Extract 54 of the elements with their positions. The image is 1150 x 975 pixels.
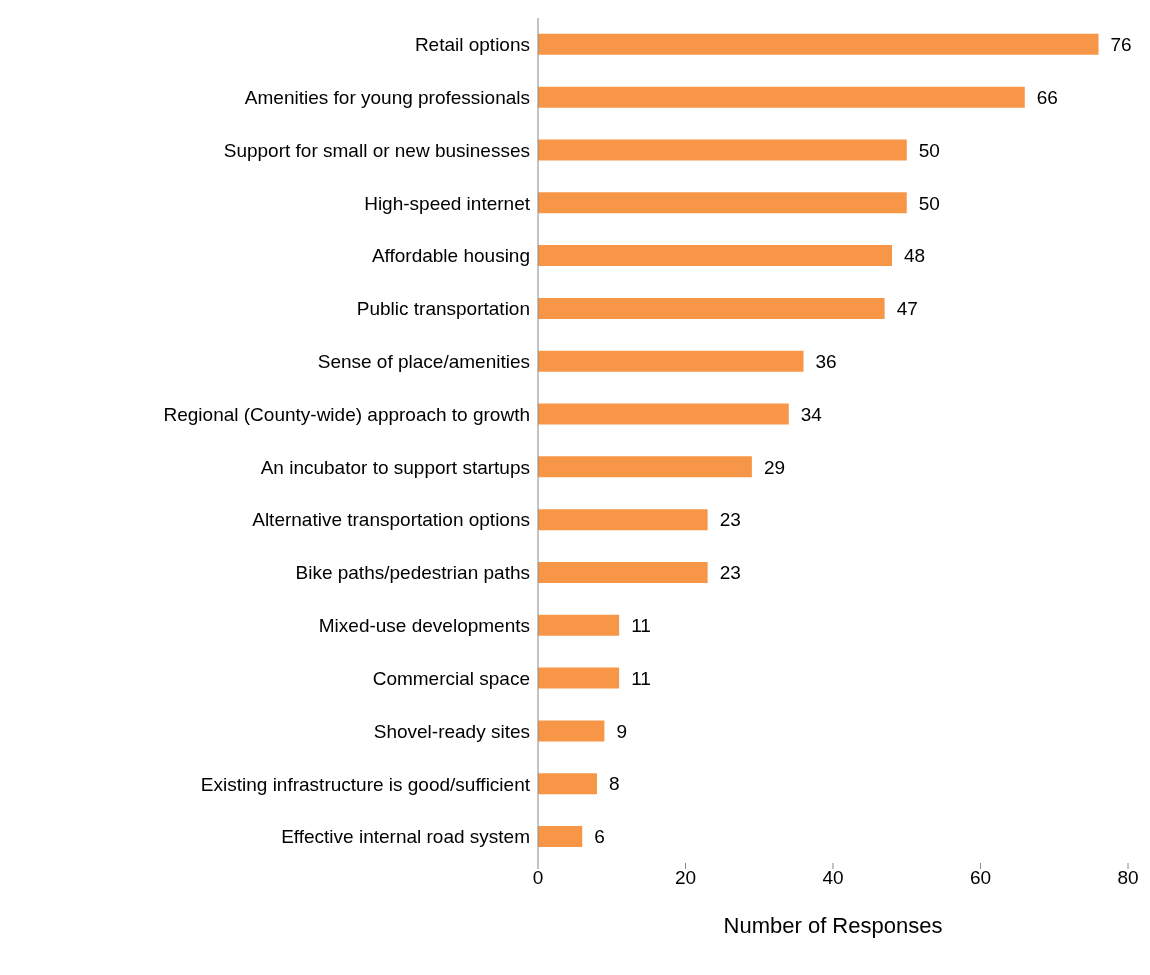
y-tick-label: Mixed-use developments bbox=[318, 615, 530, 637]
data-label: 11 bbox=[631, 667, 651, 689]
data-label: 36 bbox=[815, 350, 837, 372]
bar bbox=[538, 86, 1025, 108]
data-label: 11 bbox=[631, 615, 651, 637]
x-tick-label: 40 bbox=[822, 867, 844, 889]
x-axis-title: Number of Responses bbox=[723, 913, 943, 938]
bar bbox=[538, 826, 583, 848]
bar bbox=[538, 773, 597, 795]
data-label: 47 bbox=[896, 298, 918, 320]
y-tick-label: Support for small or new businesses bbox=[223, 139, 530, 161]
data-label: 50 bbox=[918, 192, 940, 214]
bar bbox=[538, 561, 708, 583]
y-tick-label: Alternative transportation options bbox=[252, 509, 530, 531]
y-tick-label: Sense of place/amenities bbox=[317, 351, 530, 373]
y-tick-label: Regional (County-wide) approach to growth bbox=[163, 403, 530, 425]
data-label: 23 bbox=[719, 509, 741, 531]
bar bbox=[538, 297, 885, 319]
y-tick-label: Commercial space bbox=[372, 667, 530, 689]
bar bbox=[538, 614, 620, 636]
y-tick-label: Existing infrastructure is good/sufficient bbox=[200, 773, 531, 795]
bar bbox=[538, 720, 605, 742]
bar bbox=[538, 350, 804, 372]
bar bbox=[538, 139, 907, 161]
x-tick-label: 80 bbox=[1117, 867, 1139, 889]
data-label: 6 bbox=[594, 826, 605, 848]
y-tick-label: An incubator to support startups bbox=[260, 456, 530, 478]
data-label: 76 bbox=[1110, 34, 1132, 56]
data-label: 48 bbox=[904, 245, 926, 267]
y-tick-label: Affordable housing bbox=[371, 245, 530, 267]
data-label: 50 bbox=[918, 139, 940, 161]
bar bbox=[538, 667, 620, 689]
y-tick-label: Effective internal road system bbox=[281, 826, 530, 848]
y-tick-label: Shovel-ready sites bbox=[373, 720, 530, 742]
data-label: 23 bbox=[719, 562, 741, 584]
bar bbox=[538, 509, 708, 531]
x-tick-label: 20 bbox=[674, 867, 697, 889]
data-label: 66 bbox=[1036, 86, 1058, 108]
x-tick-label: 0 bbox=[532, 867, 544, 889]
bar bbox=[538, 192, 907, 214]
data-label: 29 bbox=[763, 456, 786, 478]
bar bbox=[538, 456, 752, 478]
data-label: 34 bbox=[800, 403, 823, 425]
data-label: 8 bbox=[609, 773, 620, 795]
y-tick-label: Retail options bbox=[414, 34, 530, 56]
y-tick-label: Amenities for young professionals bbox=[244, 86, 530, 108]
y-tick-label: Bike paths/pedestrian paths bbox=[295, 562, 530, 584]
x-tick-label: 60 bbox=[969, 867, 992, 889]
y-tick-label: Public transportation bbox=[356, 298, 530, 320]
y-tick-label: High-speed internet bbox=[364, 192, 531, 214]
bar bbox=[538, 33, 1099, 55]
bar bbox=[538, 403, 789, 425]
bar bbox=[538, 245, 892, 267]
data-label: 9 bbox=[616, 720, 627, 742]
